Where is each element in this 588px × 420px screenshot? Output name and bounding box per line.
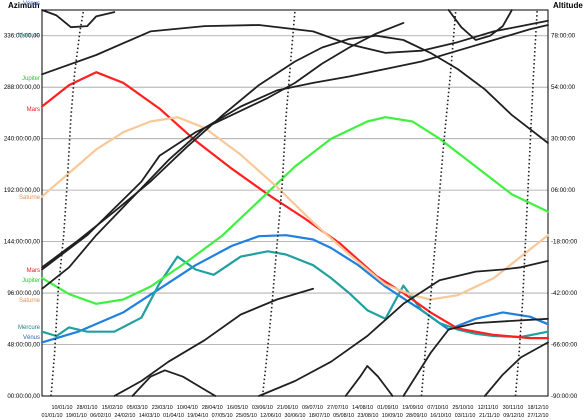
x-tick-label-top: 07/10/10 — [427, 405, 448, 411]
series-line — [41, 34, 549, 269]
series-line — [402, 317, 549, 397]
x-tick-label-bottom: 01/01/10 — [42, 413, 63, 419]
x-tick-label-bottom: 18/07/10 — [309, 413, 330, 419]
y-left-tick-label: 48:00:00,00 — [7, 342, 40, 349]
y-left-tick-label: 144:00:00,00 — [4, 239, 41, 246]
series-line — [41, 24, 549, 290]
x-tick-label-bottom: 24/02/10 — [114, 413, 135, 419]
x-tick-label-top: 27/07/10 — [327, 405, 348, 411]
planet-label: Saturne — [19, 298, 41, 304]
x-tick-label-bottom: 19/01/10 — [66, 413, 87, 419]
x-tick-label-top: 14/08/10 — [352, 405, 373, 411]
left-axis-title: Azimuth — [8, 1, 40, 10]
dotted-series-line — [420, 9, 457, 397]
x-tick-label-bottom: 12/06/10 — [260, 413, 281, 419]
x-tick-label-bottom: 25/05/10 — [236, 413, 257, 419]
y-right-tick-label: 78:00:00 — [551, 33, 576, 40]
y-left-tick-label: 192:00:00,00 — [4, 187, 41, 194]
y-right-tick-label: -42:00:00 — [551, 290, 578, 297]
planet-label: Mercure — [18, 33, 41, 39]
plot-frame — [41, 9, 549, 397]
series-line — [131, 369, 217, 397]
y-right-tick-label: -90:00:00 — [551, 393, 578, 400]
series-line — [41, 9, 116, 29]
x-tick-label-top: 18/12/10 — [528, 405, 549, 411]
series-line — [258, 260, 549, 397]
x-tick-label-bottom: 05/08/10 — [333, 413, 354, 419]
series-line — [40, 116, 550, 301]
y-left-tick-label: 288:00:00,00 — [4, 84, 41, 91]
series-line — [483, 341, 549, 397]
dotted-series-line — [50, 9, 85, 397]
y-left-tick-label: 240:00:00,00 — [4, 136, 41, 143]
planet-label: Mars — [27, 107, 40, 113]
y-left-tick-label: 336:00:00,00 — [4, 33, 41, 40]
series-line — [113, 287, 314, 397]
x-tick-label-top: 10/01/10 — [52, 405, 73, 411]
x-tick-label-bottom: 07/05/10 — [212, 413, 233, 419]
series-line — [447, 9, 513, 41]
x-tick-label-bottom: 19/04/10 — [187, 413, 208, 419]
y-left-tick-label: 00:00:00,00 — [7, 393, 40, 400]
x-tick-label-top: 01/09/10 — [377, 405, 398, 411]
x-tick-label-top: 16/05/10 — [227, 405, 248, 411]
x-tick-label-bottom: 16/10/10 — [430, 413, 451, 419]
series-line — [344, 365, 394, 397]
x-tick-label-top: 23/03/10 — [152, 405, 173, 411]
x-tick-label-top: 28/04/10 — [202, 405, 223, 411]
x-tick-label-bottom: 09/12/10 — [503, 413, 524, 419]
right-axis-title: Altitude — [553, 1, 583, 10]
x-tick-label-top: 15/02/10 — [102, 405, 123, 411]
x-tick-label-top: 12/11/10 — [478, 405, 499, 411]
planet-label: Mercure — [18, 325, 41, 331]
x-tick-label-bottom: 28/09/10 — [406, 413, 427, 419]
series-line — [40, 116, 550, 305]
y-right-tick-label: 54:00:00 — [551, 84, 576, 91]
planet-label: Jupiter — [22, 76, 40, 82]
x-tick-label-top: 28/01/10 — [77, 405, 98, 411]
x-tick-label-top: 19/09/10 — [402, 405, 423, 411]
x-tick-label-bottom: 21/11/10 — [479, 413, 500, 419]
x-tick-label-bottom: 03/11/10 — [455, 413, 476, 419]
x-tick-label-bottom: 27/12/10 — [528, 413, 549, 419]
planet-label: Saturne — [19, 195, 41, 201]
series-line — [41, 22, 405, 271]
x-tick-label-bottom: 10/09/10 — [382, 413, 403, 419]
y-right-tick-label: -66:00:00 — [551, 342, 578, 349]
x-tick-label-bottom: 06/02/10 — [90, 413, 111, 419]
planet-label: Vénus — [23, 1, 40, 7]
series-line — [41, 19, 549, 76]
planet-label: Vénus — [23, 335, 40, 341]
x-tick-label-bottom: 23/08/10 — [357, 413, 378, 419]
planet-label: Jupiter — [22, 278, 40, 284]
y-right-tick-label: -18:00:00 — [551, 239, 578, 246]
x-tick-label-top: 25/10/10 — [452, 405, 473, 411]
y-right-tick-label: 06:00:00 — [551, 187, 576, 194]
y-left-tick-label: 96:00:00,00 — [7, 290, 40, 297]
dotted-series-line — [261, 9, 296, 397]
x-tick-label-top: 30/11/10 — [503, 405, 524, 411]
x-tick-label-top: 10/04/10 — [177, 405, 198, 411]
x-tick-label-bottom: 14/03/10 — [139, 413, 160, 419]
x-tick-label-top: 05/03/10 — [127, 405, 148, 411]
x-tick-label-bottom: 30/06/10 — [285, 413, 306, 419]
y-right-tick-label: 30:00:00 — [551, 136, 576, 143]
x-tick-label-top: 09/07/10 — [302, 405, 323, 411]
x-tick-label-top: 21/06/10 — [277, 405, 298, 411]
series-line — [40, 71, 550, 340]
x-tick-label-top: 03/06/10 — [252, 405, 273, 411]
planet-label: Mars — [27, 268, 40, 274]
x-tick-label-bottom: 01/04/10 — [163, 413, 184, 419]
